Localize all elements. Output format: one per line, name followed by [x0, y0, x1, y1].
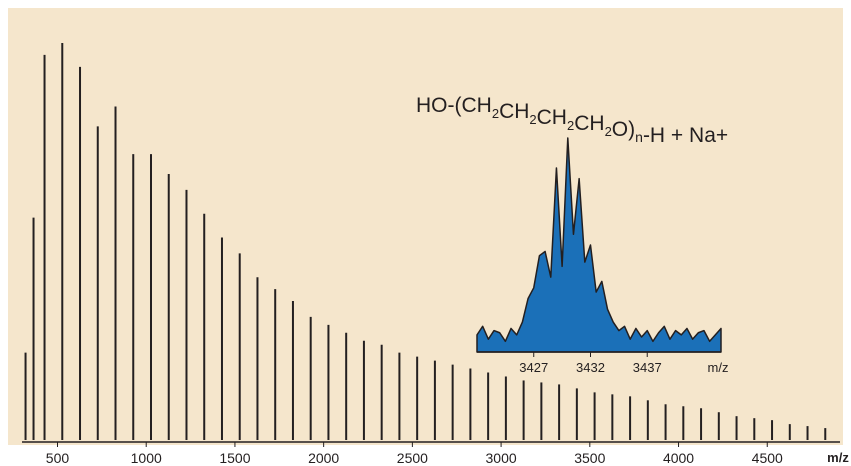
x-tick-label: 2000	[308, 450, 339, 466]
inset-annotation: HO-(CH2CH2CH2CH2O)n-H + Na+	[416, 94, 728, 147]
x-axis-label: m/z	[827, 450, 849, 465]
x-tick-label: 3500	[574, 450, 605, 466]
x-tick-label: 1500	[219, 450, 250, 466]
inset-area	[476, 137, 722, 353]
inset-x-tick-label: 3432	[576, 360, 605, 375]
x-tick-label: 3000	[486, 450, 517, 466]
x-tick-label: 2500	[397, 450, 428, 466]
x-tick-label: 1000	[131, 450, 162, 466]
x-tick-label: 4000	[663, 450, 694, 466]
x-tick-label: 4500	[752, 450, 783, 466]
plot-background	[8, 8, 843, 445]
inset-x-axis-label: m/z	[708, 360, 729, 375]
x-tick-label: 500	[46, 450, 70, 466]
inset-x-tick-label: 3427	[519, 360, 548, 375]
inset-x-tick-label: 3437	[633, 360, 662, 375]
